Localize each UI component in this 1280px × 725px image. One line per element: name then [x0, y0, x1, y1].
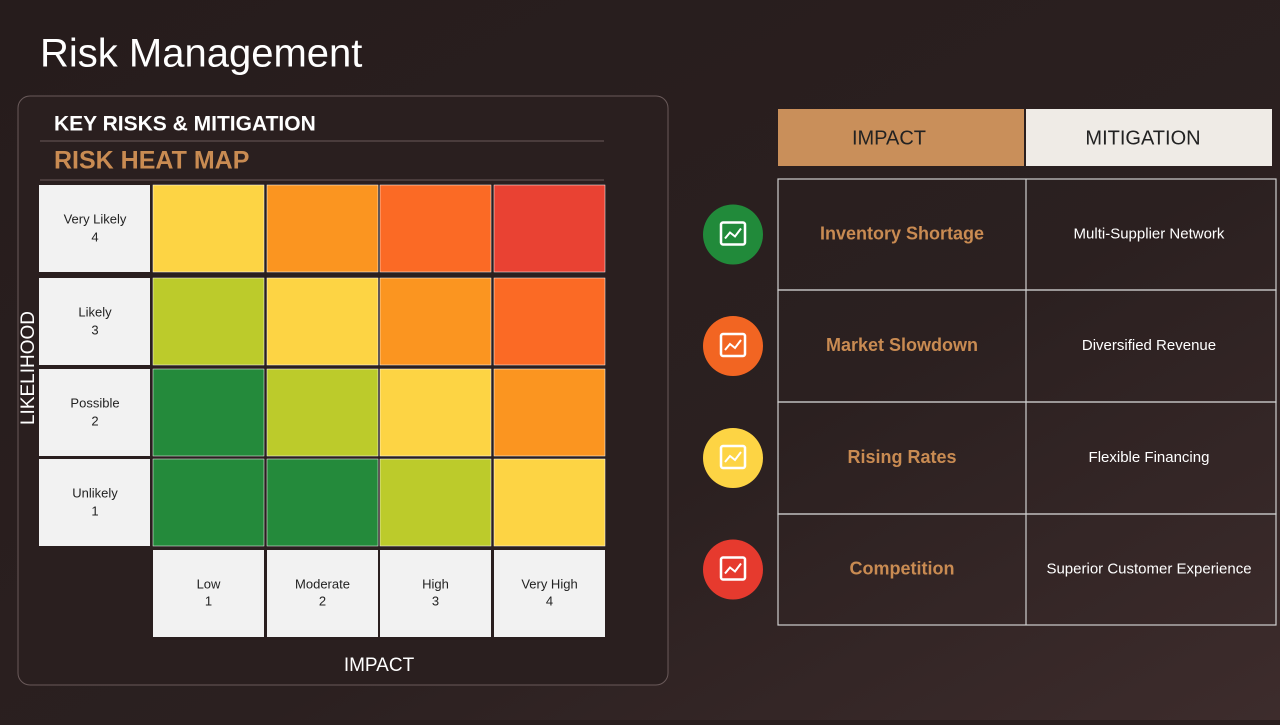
tab [778, 109, 1024, 166]
mitigation: Superior Customer Experience [1046, 560, 1251, 577]
table-header: IMPACT [852, 127, 926, 149]
icon-glyph [719, 332, 747, 358]
row-label: Likely [78, 304, 112, 319]
column-label-cell [494, 550, 605, 637]
column-label-cell [380, 550, 491, 637]
heat-cell [152, 277, 265, 366]
risk-name: Rising Rates [847, 447, 956, 467]
heat-cell [379, 368, 492, 457]
heat-cell [266, 184, 379, 273]
heat-cell [152, 368, 265, 457]
panel-heading: KEY RISKS & MITIGATION [54, 113, 316, 136]
heat-cell [152, 184, 265, 273]
mitigation: Flexible Financing [1089, 449, 1210, 466]
heat-cell [493, 368, 606, 457]
x-axis-label: IMPACT [344, 655, 415, 676]
heat-cell [152, 458, 265, 547]
column-label: Very High [521, 576, 577, 591]
row-label: Possible [70, 395, 119, 410]
icon-glyph [724, 339, 742, 351]
risk-name: Inventory Shortage [820, 223, 984, 243]
row-label: Unlikely [72, 485, 118, 500]
heat-cell [493, 277, 606, 366]
column-label-cell [267, 550, 378, 637]
row-label-cell [39, 185, 150, 272]
table-header: MITIGATION [1085, 127, 1200, 149]
row-score: 1 [91, 503, 98, 518]
icon-glyph [724, 562, 742, 575]
icon-glyph [724, 227, 742, 240]
row-score: 2 [91, 413, 98, 428]
icon-glyph [719, 556, 747, 581]
heat-cell [266, 277, 379, 366]
row-label-cell [39, 278, 150, 365]
slide-title: Risk Management [40, 32, 362, 76]
row-label-cell [39, 459, 150, 546]
row-label-cell [39, 369, 150, 456]
panel-subheading: RISK HEAT MAP [54, 147, 249, 175]
row-score: 4 [91, 229, 98, 244]
heat-cell [266, 458, 379, 547]
column-label: Low [197, 576, 221, 591]
heat-cell [379, 458, 492, 547]
heat-cell [266, 368, 379, 457]
column-score: 3 [432, 593, 439, 608]
icon-glyph [719, 444, 747, 470]
row-score: 3 [91, 322, 98, 337]
icon-glyph [724, 451, 742, 463]
mitigation: Diversified Revenue [1082, 337, 1216, 354]
table-row [777, 513, 1277, 626]
column-score: 1 [205, 593, 212, 608]
risk-name: Competition [850, 558, 955, 578]
tab [1026, 109, 1272, 166]
heat-cell [493, 458, 606, 547]
heat-cell [493, 184, 606, 273]
column-label: Moderate [295, 576, 350, 591]
heat-cell [379, 277, 492, 366]
column-score: 4 [546, 593, 553, 608]
risk-name: Market Slowdown [826, 335, 978, 355]
y-axis-label: LIKELIHOOD [18, 311, 39, 425]
column-label-cell [153, 550, 264, 637]
row-label: Very Likely [64, 211, 127, 226]
column-score: 2 [319, 593, 326, 608]
column-label: High [422, 576, 449, 591]
icon-glyph [719, 221, 747, 246]
mitigation: Multi-Supplier Network [1074, 225, 1225, 242]
heat-cell [379, 184, 492, 273]
